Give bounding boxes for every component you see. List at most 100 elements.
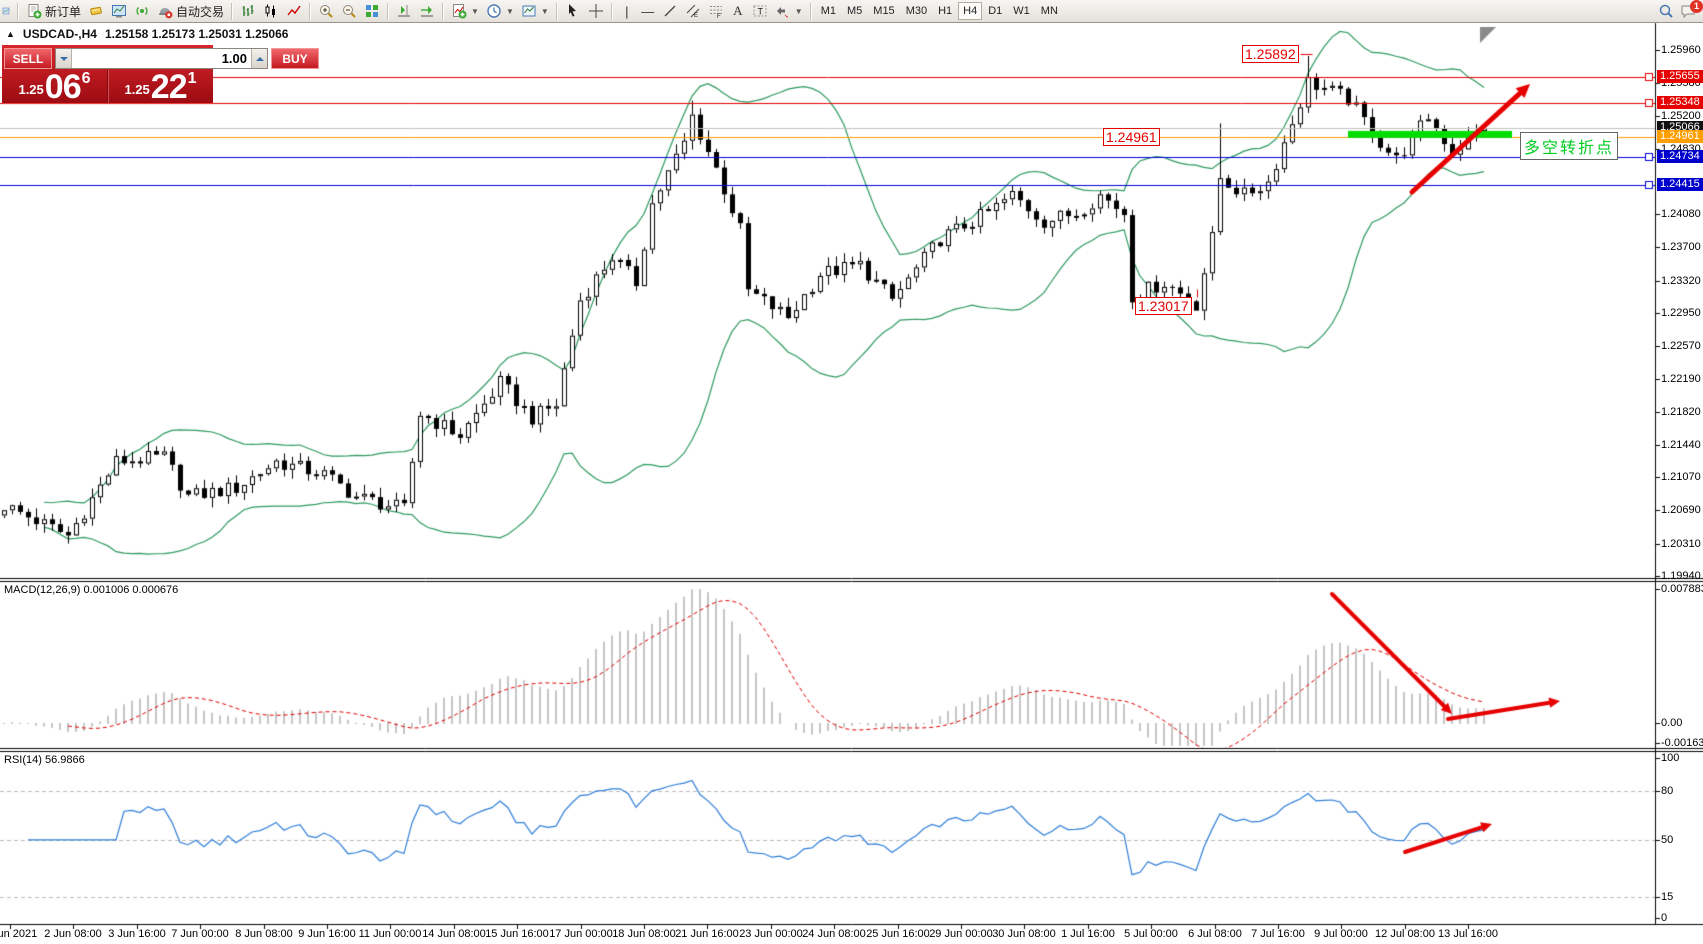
text-label-tool-button[interactable]: T — [749, 2, 771, 20]
timeframe-m1[interactable]: M1 — [820, 5, 836, 17]
toolbar-separator — [809, 2, 812, 20]
zoom-out-icon — [343, 5, 356, 18]
bar-chart-mode-button[interactable] — [237, 2, 259, 20]
templates-icon — [522, 5, 536, 17]
toolbar-separator — [309, 2, 312, 20]
main-toolbar: 新订单 自动交易 ▼ ▼ ▼ | — [0, 0, 1703, 23]
chart-shift-icon — [398, 5, 411, 17]
timeframe-m15[interactable]: M15 — [873, 5, 895, 17]
text-tool-button[interactable]: A — [728, 2, 748, 20]
autotrade-icon — [159, 8, 173, 19]
trendline-tool-button[interactable] — [659, 2, 681, 20]
fibonacci-tool-button[interactable]: F — [705, 2, 727, 20]
text-label-icon: T — [753, 5, 767, 17]
bar-chart-icon — [242, 5, 254, 16]
sell-button[interactable]: SELL — [4, 48, 52, 69]
triangle-down-icon — [59, 56, 68, 65]
svg-text:E: E — [694, 13, 698, 19]
horizontal-line-tool-button[interactable]: — — [638, 3, 658, 20]
ohlc-values: 1.25158 1.25173 1.25031 1.25066 — [104, 27, 289, 41]
market-icon — [90, 6, 102, 16]
fibonacci-icon: F — [709, 6, 722, 19]
toolbar-separator — [17, 2, 19, 20]
new-order-icon — [28, 4, 42, 19]
autoscroll-icon — [421, 6, 434, 17]
volume-decrease-button[interactable] — [56, 49, 72, 68]
timeframe-w1[interactable]: W1 — [1013, 5, 1030, 17]
volume-input[interactable] — [72, 49, 251, 68]
toolbar-separator — [610, 2, 613, 20]
timeframe-h4[interactable]: H4 — [958, 2, 983, 20]
tile-windows-icon — [366, 5, 379, 17]
market-button[interactable] — [85, 2, 107, 20]
buy-price[interactable]: 1.25 22 1 — [124, 68, 197, 106]
channel-tool-button[interactable]: E — [682, 2, 704, 20]
dropdown-arrow-icon: ▼ — [471, 6, 479, 16]
timeframe-m30[interactable]: M30 — [905, 5, 928, 17]
autotrade-button[interactable]: 自动交易 — [154, 2, 227, 21]
signals-button[interactable] — [131, 2, 153, 20]
zoom-in-button[interactable] — [315, 2, 337, 20]
chart-window-icon — [112, 5, 127, 18]
dropdown-arrow-icon: ▼ — [505, 6, 514, 16]
periods-button[interactable]: ▼ — [483, 2, 517, 20]
search-icon — [1659, 4, 1673, 18]
volume-control — [55, 48, 268, 69]
clock-icon — [487, 4, 501, 18]
collapse-arrow-icon[interactable]: ▲ — [6, 29, 15, 39]
timeframe-m5[interactable]: M5 — [847, 5, 863, 17]
shapes-icon — [776, 7, 788, 18]
new-order-button[interactable]: 新订单 — [23, 2, 84, 21]
shapes-tool-button[interactable]: ▼ — [772, 2, 806, 20]
tile-windows-button[interactable] — [361, 2, 383, 20]
triangle-up-icon — [255, 53, 264, 61]
signals-icon — [136, 7, 148, 15]
search-button[interactable] — [1658, 3, 1674, 19]
buy-button[interactable]: BUY — [271, 48, 319, 69]
cursor-tool-button[interactable] — [562, 2, 584, 20]
chart-shift-button[interactable] — [393, 2, 415, 20]
dropdown-arrow-icon: ▼ — [540, 6, 549, 16]
chart-title-bar: ▲ USDCAD-,H4 1.25158 1.25173 1.25031 1.2… — [6, 27, 288, 41]
vertical-line-icon: | — [625, 3, 629, 19]
price-divider — [107, 70, 108, 103]
text-icon: A — [733, 3, 743, 18]
sell-price[interactable]: 1.25 06 6 — [18, 68, 91, 106]
horizontal-line-icon: — — [641, 3, 655, 19]
svg-text:T: T — [757, 7, 763, 17]
trendline-icon — [664, 5, 676, 17]
equidistant-channel-icon: E — [686, 4, 700, 19]
symbol-title: USDCAD-,H4 — [22, 27, 97, 41]
candlestick-icon — [265, 4, 276, 18]
cursor-icon — [568, 4, 576, 17]
toolbar-separator — [555, 2, 558, 20]
toolbar-separator — [387, 2, 390, 20]
crosshair-icon — [588, 4, 603, 18]
crosshair-tool-button[interactable] — [585, 2, 607, 20]
window-icon[interactable] — [0, 2, 13, 20]
candlestick-mode-button[interactable] — [260, 2, 282, 20]
indicators-button[interactable]: ▼ — [448, 2, 482, 20]
autotrade-label: 自动交易 — [176, 4, 225, 19]
chat-button[interactable]: 1 — [1680, 0, 1703, 19]
new-order-label: 新订单 — [45, 4, 82, 19]
vertical-line-tool-button[interactable]: | — [617, 3, 637, 20]
timeframe-h1[interactable]: H1 — [938, 5, 953, 17]
timeframe-mn[interactable]: MN — [1040, 5, 1058, 17]
line-chart-mode-button[interactable] — [283, 2, 305, 20]
chart-window-button[interactable] — [108, 2, 130, 20]
dropdown-arrow-icon: ▼ — [794, 6, 803, 16]
toolbar-separator — [231, 2, 234, 20]
zoom-out-button[interactable] — [338, 2, 360, 20]
volume-increase-button[interactable] — [251, 49, 267, 68]
toolbar-separator — [442, 2, 445, 20]
templates-button[interactable]: ▼ — [518, 2, 552, 20]
indicators-icon — [453, 4, 467, 19]
autoscroll-button[interactable] — [416, 2, 438, 20]
svg-text:F: F — [717, 14, 721, 19]
line-chart-icon — [287, 5, 301, 16]
chat-notification-badge: 1 — [1690, 0, 1703, 13]
timeframe-d1[interactable]: D1 — [988, 5, 1003, 17]
